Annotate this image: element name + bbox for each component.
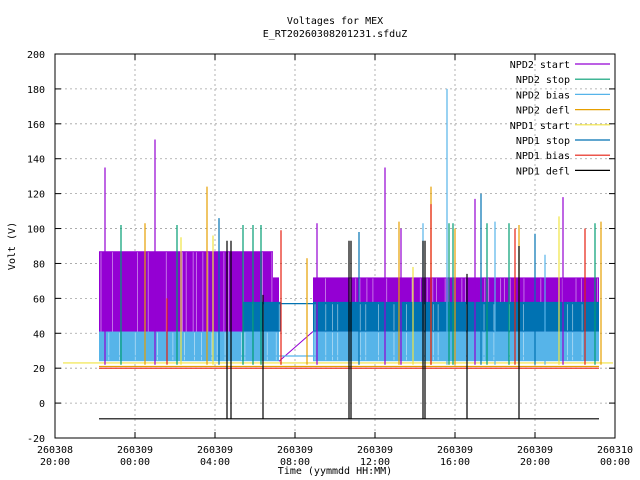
y-tick-label: 0 xyxy=(39,399,45,410)
legend-label-npd1-bias: NPD1 bias xyxy=(516,151,570,162)
chart-title: Voltages for MEX xyxy=(287,16,383,27)
y-tick-label: 180 xyxy=(27,85,45,96)
y-tick-label: 200 xyxy=(27,50,45,61)
x-tick-label-date: 260309 xyxy=(197,445,233,456)
gap-connector xyxy=(278,331,314,362)
x-tick-label-time: 04:00 xyxy=(200,457,230,468)
x-tick-label-time: 00:00 xyxy=(120,457,150,468)
x-tick-label-time: 12:00 xyxy=(360,457,390,468)
x-tick-label-date: 260309 xyxy=(277,445,313,456)
y-axis-label: Volt (V) xyxy=(7,222,18,270)
y-tick-label: 100 xyxy=(27,225,45,236)
band-npd1-stop xyxy=(243,301,281,332)
legend-label-npd2-stop: NPD2 stop xyxy=(516,75,570,86)
band-npd2-bias xyxy=(99,331,279,362)
band-area xyxy=(99,331,279,362)
plot-bands xyxy=(99,251,599,362)
y-tick-label: 60 xyxy=(33,294,45,305)
legend-label-npd1-start: NPD1 start xyxy=(510,121,570,132)
x-tick-label-time: 20:00 xyxy=(520,457,550,468)
y-axis-ticks: -20 0 20 40 60 80 100 120 140 160 180 200 xyxy=(27,50,615,445)
legend: NPD2 start NPD2 stop NPD2 bias NPD2 defl NPD… xyxy=(510,60,610,177)
y-tick-label: 80 xyxy=(33,259,45,270)
y-tick-label: 40 xyxy=(33,329,45,340)
legend-label-npd2-defl: NPD2 defl xyxy=(516,106,570,117)
x-axis-ticks: 26030820:0026030900:0026030904:002603090… xyxy=(37,54,633,468)
y-tick-label: 160 xyxy=(27,120,45,131)
band-area xyxy=(313,331,599,362)
y-tick-label: 140 xyxy=(27,155,45,166)
y-tick-label: 20 xyxy=(33,364,45,375)
x-tick-label-date: 260308 xyxy=(37,445,73,456)
legend-label-npd2-bias: NPD2 bias xyxy=(516,90,570,101)
band-area xyxy=(313,301,599,332)
band-npd1-stop xyxy=(313,301,599,332)
x-tick-label-time: 20:00 xyxy=(40,457,70,468)
x-tick-label-time: 16:00 xyxy=(440,457,470,468)
x-tick-label-date: 260309 xyxy=(517,445,553,456)
plot-spikes xyxy=(104,88,602,419)
x-tick-label-time: 08:00 xyxy=(280,457,310,468)
x-tick-label-time: 00:00 xyxy=(600,457,630,468)
legend-label-npd1-defl: NPD1 defl xyxy=(516,166,570,177)
x-tick-label-date: 260309 xyxy=(117,445,153,456)
y-tick-label: 120 xyxy=(27,190,45,201)
x-tick-label-date: 260309 xyxy=(437,445,473,456)
legend-label-npd2-start: NPD2 start xyxy=(510,60,570,71)
y-tick-label: -20 xyxy=(27,434,45,445)
legend-label-npd1-stop: NPD1 stop xyxy=(516,136,570,147)
x-tick-label-date: 260310 xyxy=(597,445,633,456)
x-tick-label-date: 260309 xyxy=(357,445,393,456)
plot-frame xyxy=(54,53,616,439)
band-npd2-bias xyxy=(313,331,599,362)
band-area xyxy=(243,301,281,332)
chart-subtitle: E_RT20260308201231.sfduZ xyxy=(263,29,408,40)
x-axis-label: Time (yymmdd HH:MM) xyxy=(278,466,392,477)
